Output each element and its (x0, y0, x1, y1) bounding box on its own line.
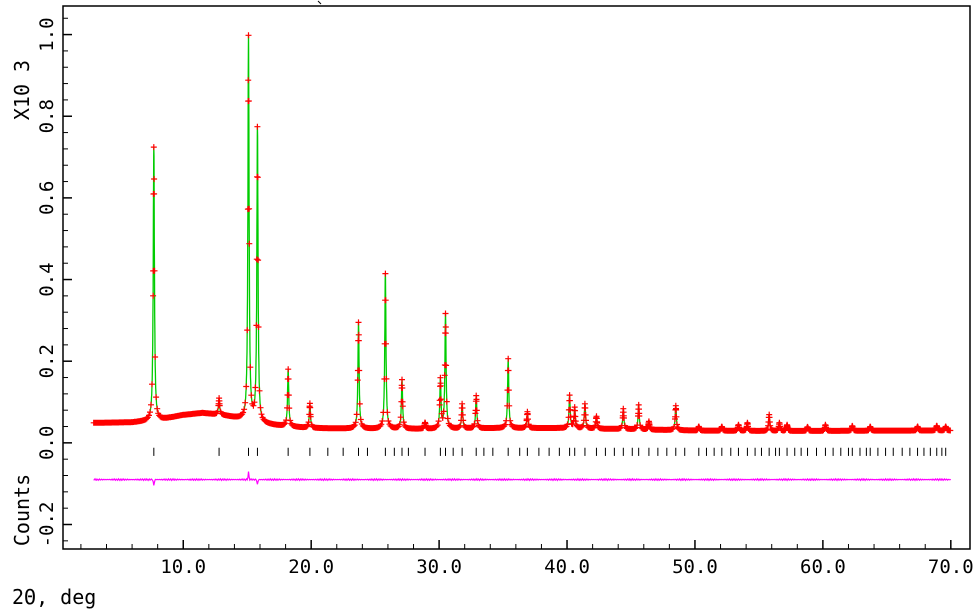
difference-line (93, 471, 952, 486)
y-tick-label: 0.8 (36, 99, 58, 133)
x-tick-label: 20.0 (288, 556, 334, 578)
y-tick-label: 0.2 (36, 344, 58, 378)
x-tick-label: 60.0 (800, 556, 846, 578)
y-tick-label: 0.0 (36, 426, 58, 460)
x-tick-label: 70.0 (928, 556, 974, 578)
y-tick-label: 0.4 (36, 262, 58, 296)
x-tick-label: 50.0 (672, 556, 718, 578)
plot-frame (62, 5, 971, 550)
x-tick-label: 10.0 (160, 556, 206, 578)
y-tick-label: -0.2 (36, 502, 58, 548)
y-tick-label: 0.6 (36, 181, 58, 215)
top-edge-mark (317, 0, 322, 5)
plot-data-layer (90, 32, 954, 486)
axes-layer: 10.0 20.0 30.0 40.0 50.0 60.0 70.0 -0.2 0.0 0.2 0.… (36, 17, 974, 578)
x-tick-label: 30.0 (416, 556, 462, 578)
y-multiplier-label: X10 3 (10, 60, 34, 120)
x-axis-title: 2Θ, deg (12, 585, 96, 609)
observed-points (90, 32, 954, 434)
x-tick-label: 40.0 (544, 556, 590, 578)
y-axis-title: Counts (10, 474, 34, 546)
calculated-profile-line (93, 35, 951, 432)
y-tick-label: 1.0 (36, 17, 58, 51)
